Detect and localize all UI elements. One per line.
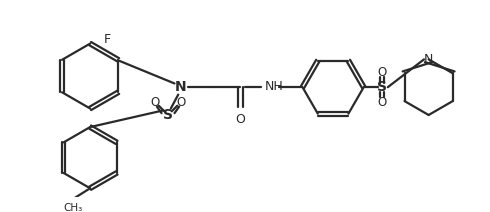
Text: O: O	[176, 96, 186, 109]
Text: O: O	[378, 96, 387, 109]
Text: CH₃: CH₃	[64, 203, 83, 212]
Text: NH: NH	[265, 80, 283, 93]
Text: S: S	[377, 80, 387, 94]
Text: F: F	[103, 33, 110, 46]
Text: O: O	[378, 66, 387, 79]
Text: O: O	[235, 113, 245, 126]
Text: O: O	[150, 96, 160, 109]
Text: S: S	[163, 108, 173, 122]
Text: N: N	[174, 80, 186, 94]
Text: N: N	[424, 53, 433, 66]
